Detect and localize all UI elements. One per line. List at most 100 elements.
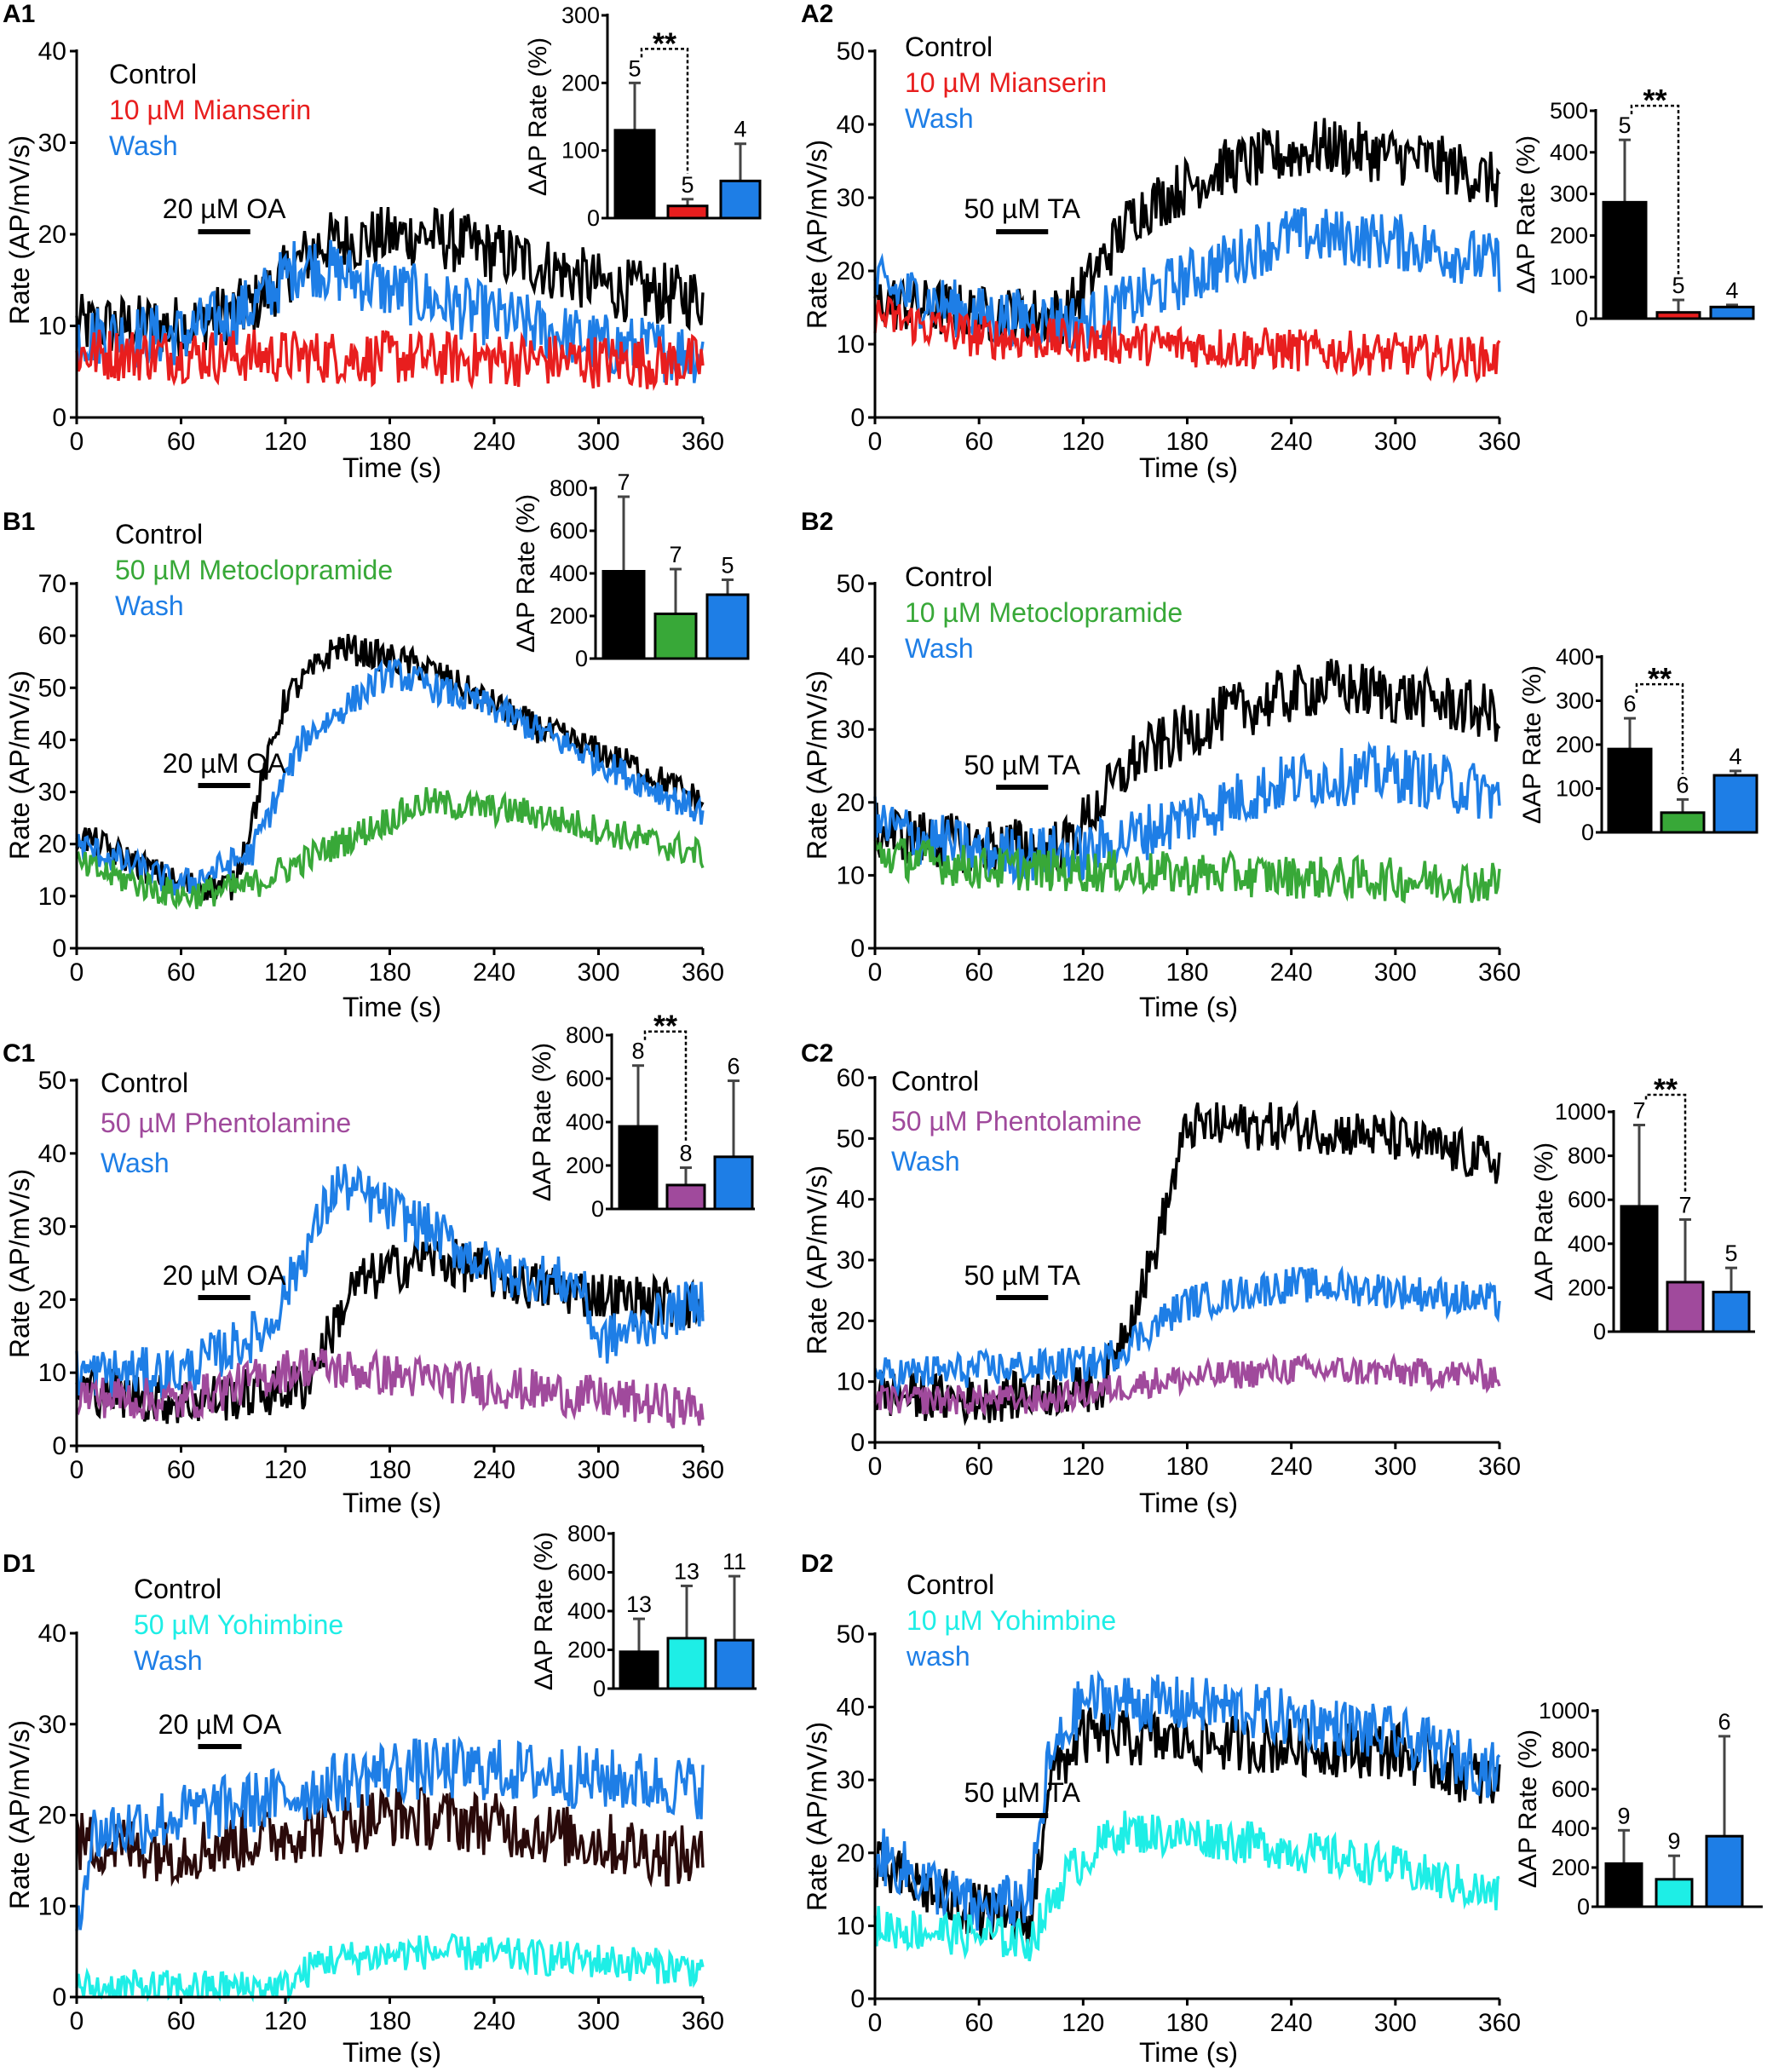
trace-wash (75, 658, 705, 896)
inset-y-tick-label: 0 (575, 646, 588, 671)
bar (719, 179, 762, 220)
panel-label: C2 (801, 1039, 833, 1068)
inset-y-tick-label: 0 (1581, 820, 1594, 845)
x-tick-label: 180 (368, 958, 411, 987)
y-tick-label: 40 (38, 37, 66, 66)
inset-y-tick-label: 400 (1551, 1816, 1590, 1841)
inset-bar-chart: 13 13 11 0 200 400 600 800 ΔAP Rate (%) (530, 1521, 757, 1701)
inset-bar-chart: 7 7 5 0 200 400 600 800 ΔAP Rate (%) (512, 469, 750, 671)
y-axis-title: Rate (AP/mV/s) (802, 140, 832, 329)
x-axis-title: Time (s) (1139, 452, 1238, 483)
y-tick-label: 70 (38, 570, 66, 598)
x-tick-label: 60 (964, 2009, 993, 2037)
legend-entry: 10 µM Mianserin (905, 67, 1107, 98)
legend-entry: wash (906, 1641, 970, 1672)
bar (1666, 1281, 1705, 1333)
inset-y-tick-label: 500 (1550, 98, 1588, 124)
trace-wash (873, 1265, 1501, 1397)
y-tick-label: 50 (837, 1620, 865, 1649)
traces (75, 206, 705, 392)
inset-y-tick-label: 300 (1556, 688, 1594, 714)
y-tick-label: 10 (38, 1892, 66, 1920)
bar-n-label: 9 (1667, 1828, 1680, 1854)
significance-bracket (1644, 1093, 1687, 1194)
significance-marker: ** (1654, 1072, 1678, 1107)
legend-entry: Wash (891, 1146, 960, 1177)
y-tick-label: 60 (837, 1064, 865, 1092)
legend-entry: 50 µM Metoclopramide (115, 555, 393, 585)
inset-y-tick-label: 0 (591, 1196, 604, 1222)
trace-wash (873, 207, 1501, 351)
bar-n-label: 7 (669, 542, 682, 567)
legend-entry: Wash (134, 1645, 203, 1676)
y-tick-label: 30 (837, 716, 865, 744)
inset-y-axis-title: ΔAP Rate (%) (1518, 665, 1546, 824)
y-tick-label: 50 (837, 570, 865, 598)
x-axis-title: Time (s) (1139, 1488, 1238, 1518)
y-tick-label: 10 (38, 1359, 66, 1387)
y-axis-title: Rate (AP/mV/s) (802, 1166, 832, 1355)
legend-entry: Wash (109, 130, 178, 161)
inset-y-tick-label: 300 (561, 3, 600, 28)
panel-b1: B10 60 120 180 240 300 360010203040506070Time … (3, 469, 750, 1022)
y-tick-label: 40 (38, 726, 66, 754)
inset-y-tick-label: 1000 (1555, 1099, 1606, 1125)
bar (1602, 200, 1648, 320)
x-axis-title: Time (s) (1139, 2037, 1238, 2068)
x-tick-label: 240 (473, 2007, 515, 2035)
x-tick-label: 300 (1374, 1453, 1417, 1481)
inset-y-tick-label: 800 (566, 1022, 604, 1048)
trace-control (75, 1786, 705, 1888)
inset-y-axis-title: ΔAP Rate (%) (512, 494, 540, 653)
y-tick-label: 40 (837, 1186, 865, 1214)
y-axis-title: Rate (AP/mV/s) (802, 1722, 832, 1911)
y-tick-label: 50 (38, 1067, 66, 1095)
significance-marker: ** (1643, 83, 1666, 118)
x-axis-title: Time (s) (342, 1488, 441, 1518)
inset-y-tick-label: 800 (1568, 1143, 1606, 1169)
traces (75, 1164, 705, 1429)
y-axis-title: Rate (AP/mV/s) (4, 671, 35, 860)
x-tick-label: 180 (1166, 428, 1208, 456)
y-tick-label: 0 (52, 935, 66, 963)
traces (873, 659, 1501, 904)
inset-y-tick-label: 100 (561, 138, 600, 164)
y-tick-label: 20 (837, 1307, 865, 1335)
x-tick-label: 180 (368, 428, 411, 456)
trace-control (75, 1237, 705, 1424)
y-tick-label: 40 (837, 1694, 865, 1722)
y-tick-label: 30 (38, 1711, 66, 1739)
significance-marker: ** (1648, 661, 1672, 696)
trace-control (873, 118, 1501, 344)
traces (75, 1735, 705, 2003)
x-tick-label: 60 (167, 2007, 195, 2035)
significance-bracket (1630, 104, 1680, 275)
x-axis-title: Time (s) (342, 452, 441, 483)
x-tick-label: 60 (167, 958, 195, 987)
legend-entry: Control (891, 1066, 979, 1096)
inset-y-axis-title: ΔAP Rate (%) (530, 1532, 558, 1690)
x-tick-label: 300 (577, 428, 619, 456)
y-tick-label: 30 (38, 130, 66, 158)
x-tick-label: 120 (264, 958, 307, 987)
x-tick-label: 0 (868, 2009, 883, 2037)
y-tick-label: 20 (38, 831, 66, 859)
inset-y-axis-title: ΔAP Rate (%) (1512, 135, 1540, 294)
inset-y-tick-label: 200 (566, 1153, 604, 1178)
inset-y-tick-label: 600 (1551, 1776, 1590, 1802)
significance-marker: ** (653, 1009, 677, 1044)
drug-label: 20 µM OA (158, 1709, 282, 1740)
y-tick-label: 20 (38, 1802, 66, 1830)
x-tick-label: 120 (264, 428, 307, 456)
trace-wash (75, 1735, 705, 1931)
y-axis-title: Rate (AP/mV/s) (4, 135, 35, 325)
y-tick-label: 0 (850, 1429, 865, 1457)
bar (1655, 1878, 1694, 1908)
bar-n-label: 5 (681, 172, 694, 198)
inset-y-axis-title: ΔAP Rate (%) (524, 37, 552, 196)
y-tick-label: 50 (38, 674, 66, 702)
drug-label: 50 µM TA (964, 750, 1081, 780)
